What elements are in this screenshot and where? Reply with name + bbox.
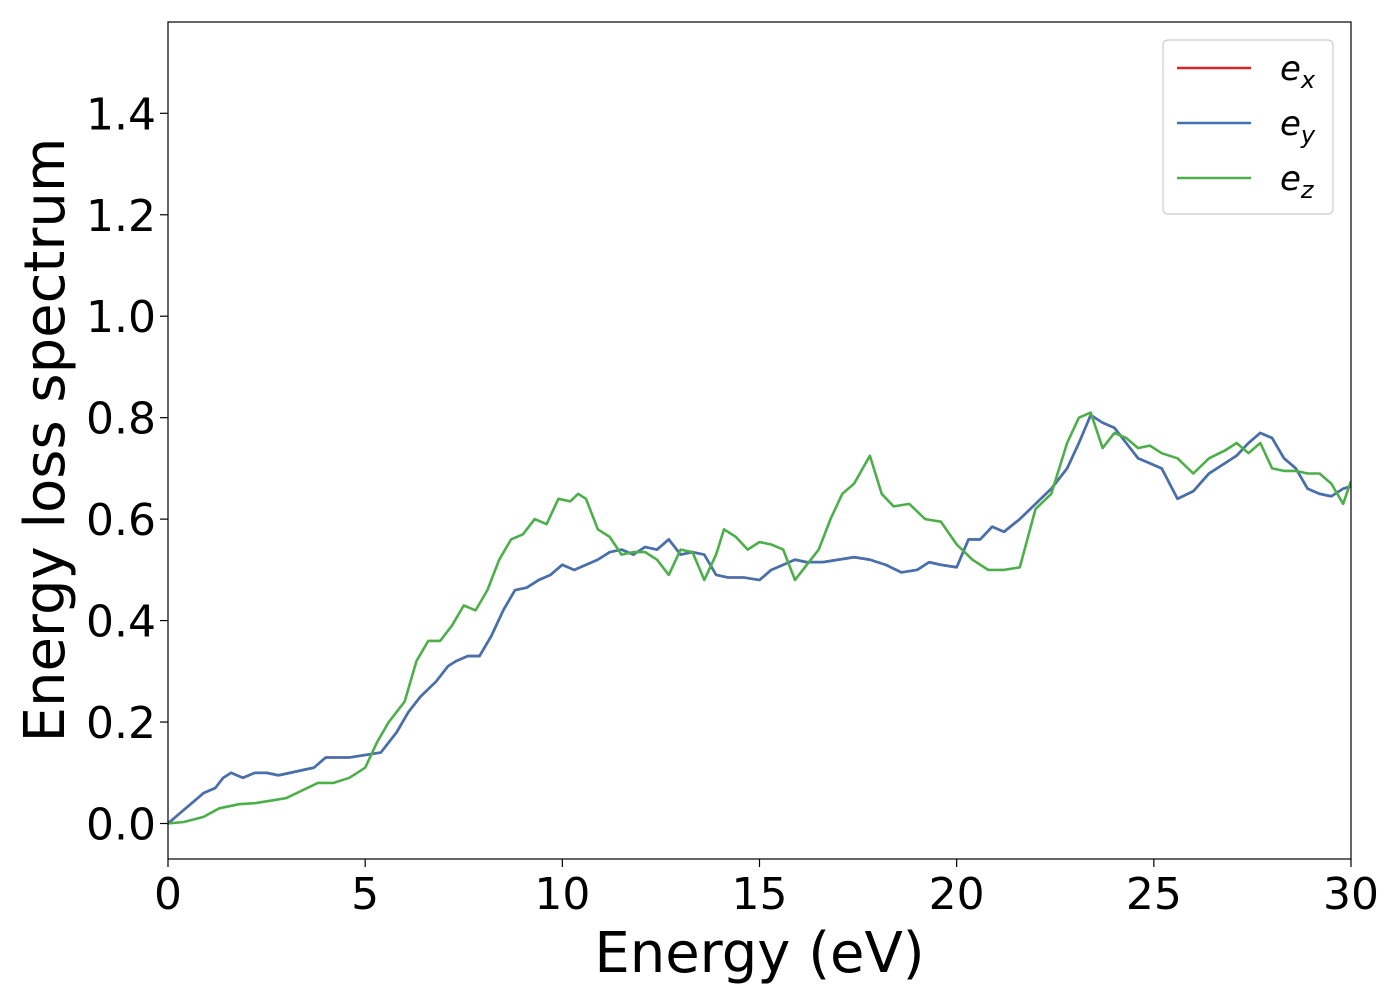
x-axis: 0 5 10 15 20 25 30 xyxy=(154,859,1379,920)
x-tick-label: 5 xyxy=(351,869,379,920)
series-layer xyxy=(168,411,1351,825)
x-tick-label: 30 xyxy=(1323,869,1379,920)
x-tick-label: 15 xyxy=(732,869,788,920)
y-tick-label: 1.4 xyxy=(86,89,156,140)
y-tick-label: 0.0 xyxy=(86,799,156,850)
y-axis: 0.0 0.2 0.4 0.6 0.8 1.0 1.2 1.4 xyxy=(86,89,168,850)
legend-label-z: ez xyxy=(1280,159,1315,204)
series-line-y xyxy=(168,413,1351,825)
legend-box xyxy=(1162,39,1334,215)
legend-label-x: ex xyxy=(1280,49,1316,94)
plot-background xyxy=(168,22,1351,859)
series-line-z xyxy=(168,411,1351,825)
y-tick-label: 0.8 xyxy=(86,394,156,445)
y-tick-label: 0.2 xyxy=(86,698,156,749)
x-tick-label: 0 xyxy=(154,869,182,920)
x-tick-label: 10 xyxy=(534,869,590,920)
legend: ex ey ez xyxy=(1162,39,1334,215)
y-tick-label: 0.4 xyxy=(86,597,156,648)
y-tick-label: 0.6 xyxy=(86,495,156,546)
x-tick-label: 25 xyxy=(1126,869,1182,920)
y-axis-title: Energy loss spectrum xyxy=(13,138,78,743)
x-tick-label: 20 xyxy=(929,869,985,920)
y-tick-label: 1.0 xyxy=(86,292,156,343)
x-axis-title: Energy (eV) xyxy=(594,921,924,986)
y-tick-label: 1.2 xyxy=(86,191,156,242)
legend-label-y: ey xyxy=(1280,104,1316,149)
